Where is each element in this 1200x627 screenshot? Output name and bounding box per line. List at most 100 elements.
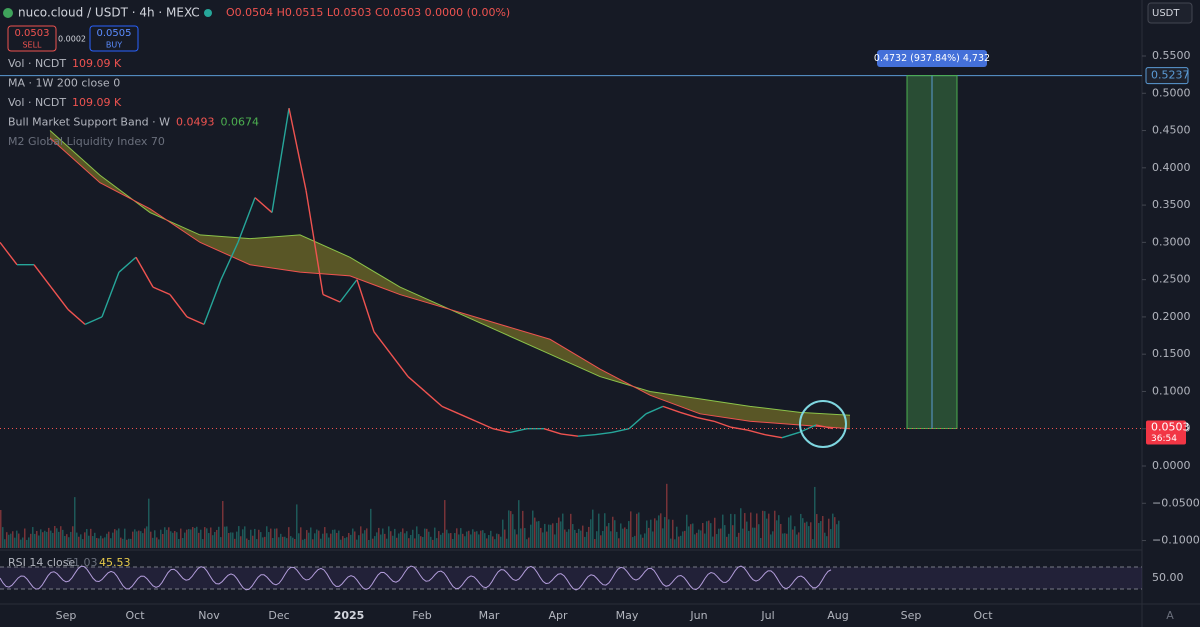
volume-texture <box>362 533 364 548</box>
volume-texture <box>78 536 80 548</box>
volume-texture <box>94 532 96 548</box>
volume-texture <box>220 537 222 548</box>
volume-texture <box>546 531 548 548</box>
price-tick-label: 0.4500 <box>1152 124 1191 137</box>
volume-texture <box>250 529 252 548</box>
currency[interactable]: USDT <box>1152 8 1180 19</box>
volume-texture <box>144 528 146 548</box>
volume-texture <box>544 523 546 548</box>
volume-texture <box>318 530 320 548</box>
volume-texture <box>628 521 630 548</box>
volume-texture <box>100 535 102 548</box>
volume-texture <box>720 528 722 548</box>
indicator-value: 109.09 K <box>72 57 122 70</box>
volume-texture <box>644 533 646 548</box>
volume-texture <box>368 539 370 548</box>
rsi-value: 51.03 <box>66 556 98 569</box>
volume-texture <box>42 532 44 548</box>
volume-texture <box>620 523 622 548</box>
volume-texture <box>180 528 182 548</box>
volume-texture <box>70 531 72 548</box>
volume-texture <box>106 533 108 548</box>
sell-price[interactable]: 0.0503 <box>15 28 50 39</box>
volume-texture <box>384 533 386 548</box>
buy-button[interactable] <box>89 25 139 52</box>
volume-texture <box>336 532 338 548</box>
volume-texture <box>162 533 164 548</box>
price-segment <box>696 416 715 422</box>
volume-texture <box>238 526 240 548</box>
volume-texture <box>696 532 698 548</box>
volume-texture <box>688 526 690 548</box>
volume-texture <box>24 528 26 548</box>
sell-button[interactable] <box>7 25 57 52</box>
price-segment <box>67 308 86 325</box>
volume-texture <box>724 525 726 548</box>
volume-texture <box>518 500 520 548</box>
buy-price[interactable]: 0.0505 <box>97 28 132 39</box>
price-tick-label: 0.5500 <box>1152 49 1191 62</box>
volume-texture <box>490 530 492 548</box>
volume-texture <box>530 524 532 548</box>
volume-texture <box>562 513 564 548</box>
volume-texture <box>278 537 280 548</box>
volume-texture <box>826 536 828 548</box>
volume-texture <box>390 531 392 548</box>
volume-texture <box>828 518 830 548</box>
volume-texture <box>272 537 274 548</box>
volume-texture <box>734 514 736 548</box>
volume-texture <box>784 533 786 548</box>
buy-label[interactable]: BUY <box>106 41 122 50</box>
price-segment <box>220 242 239 280</box>
volume-texture <box>664 517 666 548</box>
volume-texture <box>188 529 190 548</box>
volume-texture <box>50 530 52 548</box>
volume-texture <box>376 532 378 548</box>
volume-texture <box>62 529 64 548</box>
volume-texture <box>178 538 180 548</box>
volume-texture <box>206 528 208 548</box>
symbol-icon <box>3 8 13 18</box>
volume-texture <box>196 526 198 548</box>
indicator-name: Vol · NCDT <box>8 96 66 109</box>
volume-texture <box>422 537 424 548</box>
volume-texture <box>532 510 534 548</box>
price-tick-label: −0.1000 <box>1152 534 1200 547</box>
volume-texture <box>270 528 272 548</box>
price-segment <box>543 428 562 435</box>
volume-texture <box>370 508 372 548</box>
volume-texture <box>232 532 234 548</box>
volume-texture <box>402 528 404 548</box>
volume-texture <box>638 512 640 548</box>
volume-texture <box>30 533 32 548</box>
volume-texture <box>360 526 362 548</box>
indicator-value: 0.0493 <box>176 116 215 129</box>
volume-texture <box>538 521 540 548</box>
volume-texture <box>576 532 578 548</box>
volume-texture <box>810 522 812 548</box>
volume-texture <box>36 530 38 548</box>
currency-select[interactable] <box>1147 2 1193 24</box>
volume-texture <box>10 533 12 548</box>
price-segment <box>254 197 273 214</box>
price-tick-label: 0.4000 <box>1152 161 1191 174</box>
volume-texture <box>0 510 2 548</box>
volume-texture <box>214 531 216 548</box>
volume-texture <box>776 520 778 548</box>
volume-texture <box>450 533 452 548</box>
price-segment <box>152 286 171 296</box>
volume-texture <box>160 529 162 548</box>
price-segment <box>118 256 137 273</box>
volume-texture <box>386 538 388 548</box>
volume-texture <box>172 532 174 548</box>
volume-texture <box>168 527 170 548</box>
volume-texture <box>626 529 628 548</box>
volume-texture <box>284 536 286 548</box>
volume-texture <box>726 536 728 548</box>
sell-label[interactable]: SELL <box>22 41 42 50</box>
volume-texture <box>408 538 410 548</box>
volume-texture <box>150 531 152 548</box>
volume-texture <box>660 513 662 548</box>
volume-texture <box>428 531 430 548</box>
